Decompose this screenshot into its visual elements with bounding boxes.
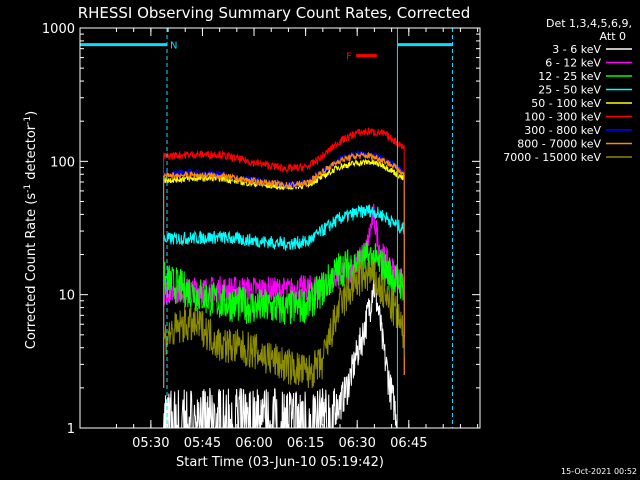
- detector-info: Det 1,3,4,5,6,9, Att 0: [546, 17, 632, 43]
- legend-label-1: 6 - 12 keV: [545, 57, 601, 70]
- y-axis-label-sup2: -1: [23, 116, 33, 125]
- axes-layer: 1 10 100 1000 05:30 05:45 06:00 06:15 06:30 06:45: [42, 22, 481, 451]
- chart-title: RHESSI Observing Summary Count Rates, Co…: [78, 4, 471, 22]
- y-axis-label-mid: detector: [24, 124, 39, 184]
- y-tick-label: 100: [50, 155, 75, 170]
- legend-label-4: 50 - 100 keV: [531, 97, 601, 110]
- detector-info-line1: Det 1,3,4,5,6,9,: [546, 17, 632, 30]
- legend-label-2: 12 - 25 keV: [538, 70, 601, 83]
- x-tick-label: 06:45: [390, 436, 427, 451]
- y-tick-label: 1: [67, 422, 75, 437]
- legend-label-6: 300 - 800 keV: [524, 124, 601, 137]
- x-tick-label: 05:30: [132, 436, 169, 451]
- detector-info-line2: Att 0: [600, 30, 626, 43]
- legend-label-0: 3 - 6 keV: [552, 43, 601, 56]
- legend-label-3: 25 - 50 keV: [538, 84, 601, 97]
- series-line-5: [163, 127, 405, 388]
- timestamp: 15-Oct-2021 00:52: [561, 467, 637, 476]
- x-tick-label: 06:00: [235, 436, 272, 451]
- x-tick-label: 06:15: [287, 436, 324, 451]
- y-axis-label-main: Corrected Count Rate (s: [24, 193, 39, 350]
- legend-label-5: 100 - 300 keV: [524, 111, 601, 124]
- y-tick-label: 1000: [42, 22, 75, 37]
- series-line-2: [163, 241, 405, 388]
- x-tick-label: 06:30: [338, 436, 375, 451]
- x-axis-label: Start Time (03-Jun-10 05:19:42): [176, 455, 384, 470]
- series-line-3: [163, 204, 405, 388]
- legend-label-7: 800 - 7000 keV: [517, 138, 601, 151]
- svg-text:Corrected Count Rate (s-1 dete: Corrected Count Rate (s-1 detector-1): [23, 111, 39, 349]
- series-line-8: [163, 259, 405, 389]
- y-axis-label: Corrected Count Rate (s-1 detector-1): [23, 111, 39, 349]
- series-line-7: [163, 151, 405, 388]
- y-axis-label-end: ): [24, 111, 39, 116]
- night-flag-label: N: [170, 41, 177, 52]
- series-layer: [163, 127, 405, 429]
- y-tick-label: 10: [58, 289, 75, 304]
- plot-frame: [79, 27, 481, 429]
- y-axis-label-sup1: -1: [23, 184, 33, 193]
- flare-flag-label: F: [346, 52, 352, 63]
- x-tick-label: 05:45: [184, 436, 221, 451]
- legend-label-8: 7000 - 15000 keV: [503, 151, 601, 164]
